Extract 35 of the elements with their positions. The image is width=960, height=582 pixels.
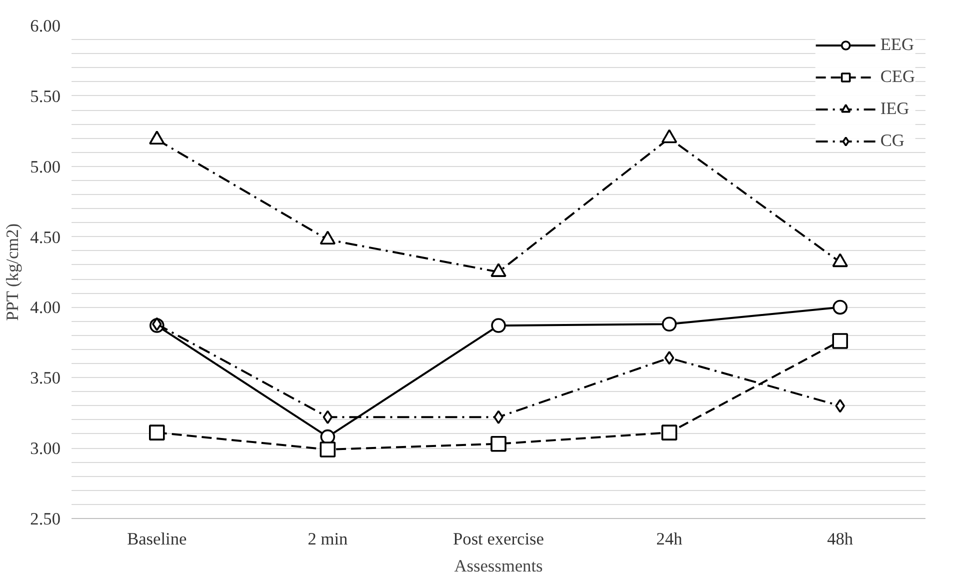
x-tick-label: 24h xyxy=(656,530,683,548)
x-tick-label: 48h xyxy=(827,530,854,548)
legend-label: CEG xyxy=(880,67,915,87)
legend-label: CG xyxy=(880,131,904,151)
x-tick-label: Post exercise xyxy=(453,530,544,548)
point xyxy=(832,333,848,349)
y-tick-label: 4.50 xyxy=(30,228,61,247)
point xyxy=(661,129,678,144)
point xyxy=(320,442,336,458)
x-axis-title: Assessments xyxy=(454,556,544,576)
y-tick-label: 3.00 xyxy=(30,439,61,458)
x-tick-label: 2 min xyxy=(308,530,348,548)
point xyxy=(832,253,848,268)
y-tick-label: 5.00 xyxy=(30,157,61,176)
point xyxy=(149,130,165,145)
x-tick-label: Baseline xyxy=(127,530,188,548)
point xyxy=(322,410,333,424)
point xyxy=(832,300,848,315)
y-tick-label: 5.50 xyxy=(30,86,61,106)
y-axis-title: PPT (kg/cm2) xyxy=(3,223,22,321)
point xyxy=(661,424,678,440)
point xyxy=(149,424,165,440)
point xyxy=(320,230,336,245)
point xyxy=(491,318,506,333)
legend-label: IEG xyxy=(880,99,910,119)
legend-label: EEG xyxy=(880,35,914,55)
point xyxy=(664,351,674,365)
y-tick-label: 3.50 xyxy=(30,368,61,388)
y-tick-label: 6.00 xyxy=(30,16,61,36)
point xyxy=(494,410,504,424)
point xyxy=(662,316,677,332)
point xyxy=(490,436,506,452)
y-tick-label: 4.00 xyxy=(30,298,61,318)
point xyxy=(490,263,506,277)
y-tick-label: 2.50 xyxy=(30,510,61,528)
